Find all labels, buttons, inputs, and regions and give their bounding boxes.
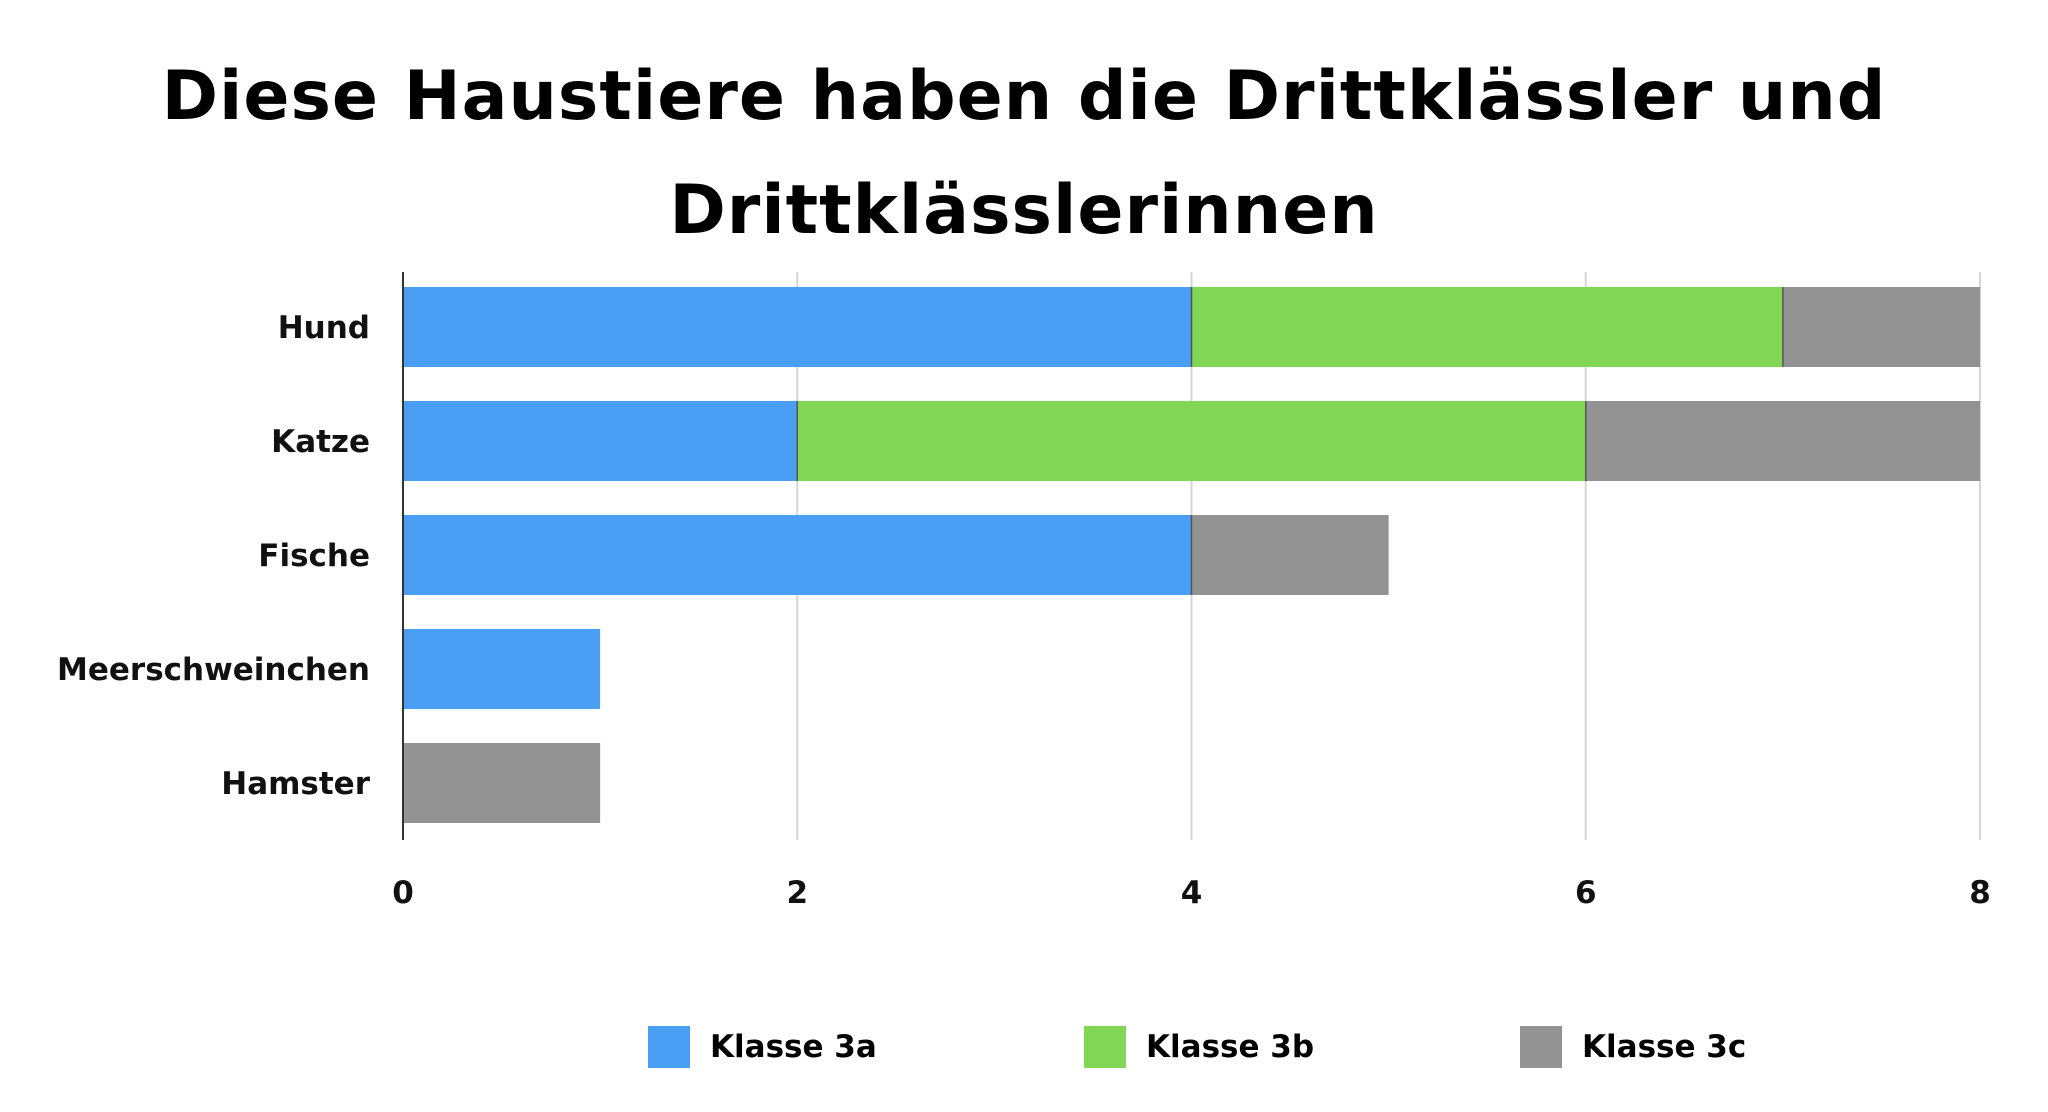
bar-hund-klasse-3b	[1191, 287, 1783, 367]
chart-title-line-2: Drittklässlerinnen	[669, 171, 1379, 250]
category-label-meerschweinchen: Meerschweinchen	[57, 652, 370, 688]
legend: Klasse 3a Klasse 3b Klasse 3c	[0, 1025, 2048, 1075]
x-tick-label-8: 8	[1969, 875, 1991, 911]
x-tick-labels: 0 2 4 6 8	[392, 875, 1991, 911]
x-tick-label-0: 0	[392, 875, 414, 911]
legend-label: Klasse 3a	[710, 1029, 877, 1065]
legend-item-klasse-3c: Klasse 3c	[1520, 1025, 1746, 1069]
category-label-katze: Katze	[271, 424, 370, 460]
x-tick-label-4: 4	[1181, 875, 1203, 911]
bars	[403, 287, 1980, 823]
x-tick-label-6: 6	[1575, 875, 1597, 911]
x-tick-label-2: 2	[786, 875, 808, 911]
category-label-fische: Fische	[258, 538, 370, 574]
legend-swatch	[1084, 1026, 1126, 1068]
chart-title-line-1: Diese Haustiere haben die Drittklässler …	[161, 57, 1887, 136]
legend-item-klasse-3a: Klasse 3a	[648, 1025, 877, 1069]
bar-katze-klasse-3b	[797, 401, 1586, 481]
bar-fische-klasse-3c	[1191, 515, 1389, 595]
bar-hund-klasse-3a	[403, 287, 1192, 367]
legend-item-klasse-3b: Klasse 3b	[1084, 1025, 1314, 1069]
legend-swatch	[1520, 1026, 1562, 1068]
bar-hund-klasse-3c	[1782, 287, 1980, 367]
bar-katze-klasse-3a	[403, 401, 798, 481]
bar-hamster-klasse-3c	[403, 743, 601, 823]
legend-swatch	[648, 1026, 690, 1068]
category-label-hund: Hund	[278, 310, 370, 346]
category-labels: Hund Katze Fische Meerschweinchen Hamster	[57, 310, 371, 802]
legend-label: Klasse 3c	[1582, 1029, 1747, 1065]
chart-title: Diese Haustiere haben die Drittklässler …	[0, 40, 2048, 268]
bar-fische-klasse-3a	[403, 515, 1192, 595]
category-label-hamster: Hamster	[221, 766, 370, 802]
legend-label: Klasse 3b	[1146, 1029, 1315, 1065]
bar-meerschweinchen-klasse-3a	[403, 629, 601, 709]
bar-katze-klasse-3c	[1585, 401, 1980, 481]
